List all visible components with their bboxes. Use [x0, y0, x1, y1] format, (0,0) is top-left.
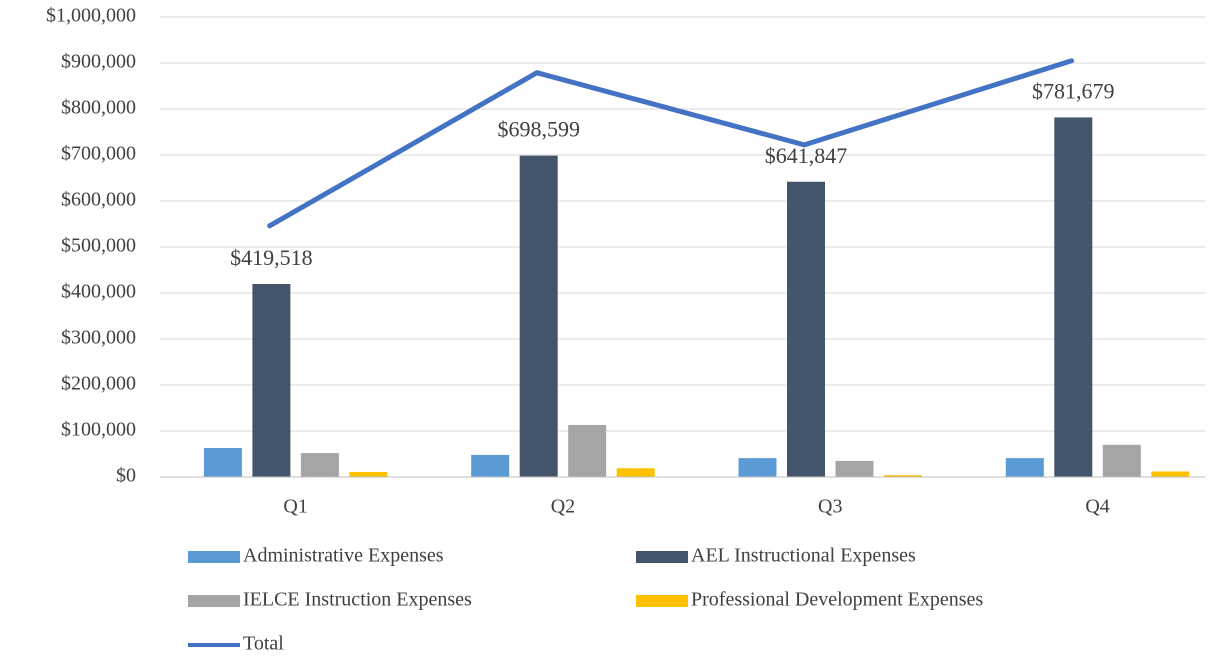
y-tick-label: $900,000 [61, 51, 136, 73]
bar [1102, 444, 1141, 477]
legend-label: Professional Development Expenses [691, 589, 983, 611]
data-label: $698,599 [497, 117, 580, 142]
bar [203, 448, 242, 477]
bar [738, 458, 777, 477]
y-tick-label: $800,000 [61, 97, 136, 119]
legend-swatch [188, 595, 240, 607]
bar [471, 454, 510, 477]
y-tick-label: $700,000 [61, 143, 136, 165]
y-tick-label: $0 [116, 465, 136, 487]
bar [616, 468, 655, 477]
x-tick-label: Q3 [818, 496, 842, 518]
y-tick-label: $100,000 [61, 419, 136, 441]
legend-swatch [188, 551, 240, 563]
y-tick-label: $400,000 [61, 281, 136, 303]
legend-label: AEL Instructional Expenses [691, 545, 916, 567]
y-tick-label: $200,000 [61, 373, 136, 395]
bar [300, 453, 339, 477]
bar [1151, 471, 1190, 477]
legend-label: IELCE Instruction Expenses [243, 589, 472, 611]
data-label: $419,518 [230, 245, 313, 270]
x-tick-label: Q4 [1085, 496, 1109, 518]
legend-swatch [636, 595, 688, 607]
data-label: $641,847 [765, 143, 848, 168]
y-tick-label: $600,000 [61, 189, 136, 211]
legend-label: Administrative Expenses [243, 545, 444, 567]
bar [252, 284, 291, 477]
bar [787, 181, 825, 478]
bar [1005, 458, 1044, 477]
legend-swatch [636, 551, 688, 563]
line [267, 58, 1075, 229]
bar [568, 425, 607, 477]
bar [1054, 117, 1093, 477]
bar [349, 471, 388, 477]
legend-label: Total [243, 633, 284, 655]
y-tick-label: $1,000,000 [46, 5, 136, 27]
x-tick-label: Q2 [551, 496, 575, 518]
data-label: $781,679 [1032, 78, 1115, 103]
y-tick-label: $300,000 [61, 327, 136, 349]
x-tick-label: Q1 [283, 496, 307, 518]
bar [835, 460, 874, 477]
bar [519, 155, 558, 477]
y-tick-label: $500,000 [61, 235, 136, 257]
bar [884, 475, 922, 477]
